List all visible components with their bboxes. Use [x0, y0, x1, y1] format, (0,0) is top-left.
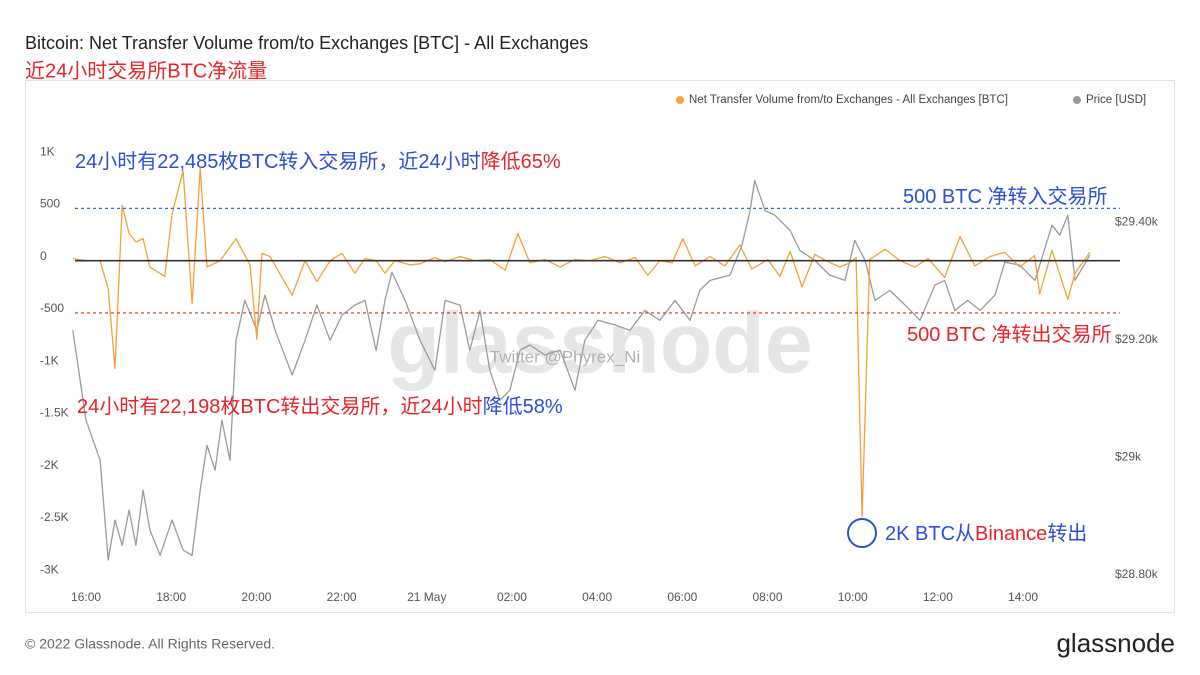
x-tick-label: 18:00 [156, 590, 186, 604]
annotation-part: 24小时有22,198枚BTC转出交易所，近24小时 [77, 395, 483, 418]
annotation-part: 500 BTC 净转入交易所 [903, 185, 1107, 208]
annotation-part: 转出 [1047, 522, 1087, 545]
watermark: Twitter @Phyrex_Ni [490, 347, 640, 366]
annotation: 24小时有22,198枚BTC转出交易所，近24小时降低58% [77, 395, 563, 418]
x-tick-label: 10:00 [838, 590, 868, 604]
x-tick-label: 12:00 [923, 590, 953, 604]
x-tick-label: 08:00 [753, 590, 783, 604]
y-tick-label: -1K [40, 353, 59, 367]
series-line [72, 179, 1091, 561]
x-tick-label: 14:00 [1008, 590, 1038, 604]
x-tick-label: 04:00 [582, 590, 612, 604]
chart-subtitle: 近24小时交易所BTC净流量 [25, 59, 267, 82]
y-tick-label: -1.5K [40, 406, 69, 420]
legend-label: Price [USD] [1086, 94, 1146, 106]
y-tick-label: -2K [40, 458, 59, 472]
annotation: 2K BTC从Binance转出 [885, 522, 1087, 545]
y-tick-label: 1K [40, 144, 55, 158]
annotation: 500 BTC 净转出交易所 [907, 323, 1111, 346]
watermark: glassnode [387, 296, 812, 392]
copyright: © 2022 Glassnode. All Rights Reserved. [25, 636, 275, 652]
logo: glassnode [1056, 628, 1175, 658]
annotation-part: 2K BTC从 [885, 523, 975, 545]
legend-marker [1073, 96, 1081, 104]
legend-marker [676, 96, 684, 104]
annotation: 24小时有22,485枚BTC转入交易所，近24小时降低65% [75, 150, 561, 173]
x-tick-label: 02:00 [497, 590, 527, 604]
x-tick-label: 06:00 [667, 590, 697, 604]
chart-title: Bitcoin: Net Transfer Volume from/to Exc… [25, 33, 588, 53]
y2-tick-label: $29k [1115, 449, 1142, 463]
chart-frame [25, 80, 1175, 613]
y-tick-label: 500 [40, 197, 60, 211]
x-tick-label: 21 May [407, 590, 446, 604]
annotation-part: 500 BTC 净转出交易所 [907, 323, 1111, 346]
x-tick-label: 22:00 [327, 590, 357, 604]
y2-tick-label: $28.80k [1115, 567, 1159, 581]
annotation-part: 24小时有22,485枚BTC转入交易所，近24小时 [75, 150, 481, 173]
annotation-part: Binance [975, 523, 1047, 545]
y2-tick-label: $29.40k [1115, 214, 1159, 228]
annotation-part: 降低58% [483, 395, 563, 418]
y-tick-label: 0 [40, 249, 47, 263]
y-tick-label: -2.5K [40, 510, 69, 524]
y2-tick-label: $29.20k [1115, 332, 1159, 346]
x-tick-label: 20:00 [241, 590, 271, 604]
highlight-circle [847, 518, 877, 548]
annotation-part: 降低65% [481, 150, 561, 173]
x-tick-label: 16:00 [71, 590, 101, 604]
legend-label: Net Transfer Volume from/to Exchanges - … [689, 94, 1008, 106]
y-tick-label: -500 [40, 301, 64, 315]
y-tick-label: -3K [40, 562, 59, 576]
annotation: 500 BTC 净转入交易所 [903, 185, 1107, 208]
